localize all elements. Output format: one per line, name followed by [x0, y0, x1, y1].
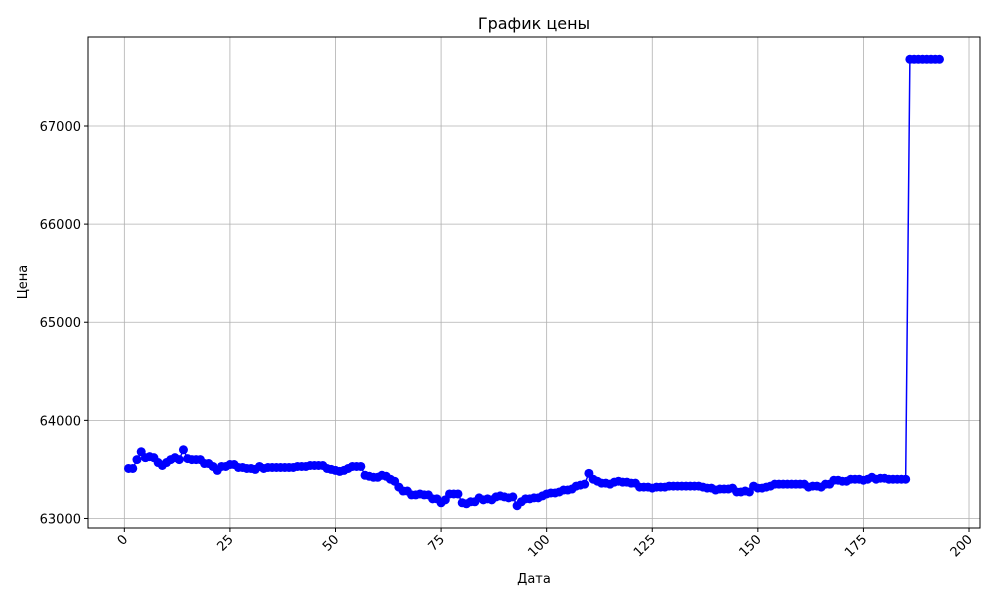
price-point	[132, 455, 142, 465]
price-point	[128, 463, 138, 473]
y-axis-label: Цена	[16, 265, 31, 300]
y-tick-label: 63000	[40, 512, 81, 527]
x-axis-label: Дата	[517, 572, 551, 587]
price-point	[356, 461, 366, 471]
price-point	[580, 479, 590, 489]
y-tick-label: 66000	[40, 218, 81, 233]
y-tick-label: 67000	[40, 120, 81, 135]
chart-title: График цены	[478, 14, 590, 33]
price-point	[178, 445, 188, 455]
price-point	[453, 489, 463, 499]
price-point	[934, 54, 944, 64]
y-tick-label: 65000	[40, 316, 81, 331]
price-point	[901, 474, 911, 484]
price-point	[174, 455, 184, 465]
plot-frame	[87, 36, 981, 529]
price-point	[508, 492, 518, 502]
y-tick-label: 64000	[40, 414, 81, 429]
